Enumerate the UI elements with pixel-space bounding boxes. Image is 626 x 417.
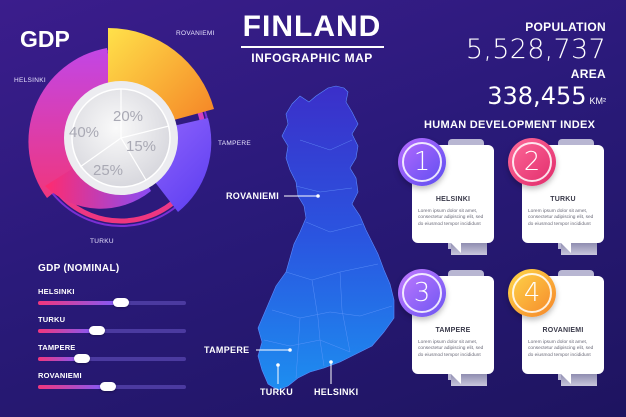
gdp-nominal-title: GDP (NOMINAL) xyxy=(38,263,120,274)
hdi-city: HELSINKI xyxy=(435,196,471,203)
hdi-text: Lorem ipsum dolor sit amet, consectetur … xyxy=(418,340,484,358)
nominal-label: TAMPERE xyxy=(38,343,76,352)
hdi-number: 3 xyxy=(402,273,442,313)
nominal-label: HELSINKI xyxy=(38,287,75,296)
area-unit: KM² xyxy=(589,96,607,106)
hdi-card-3: 3 TAMPERE Lorem ipsum dolor sit amet, co… xyxy=(398,269,494,386)
hdi-card-2: 2 TURKU Lorem ipsum dolor sit amet, cons… xyxy=(508,138,604,255)
nominal-label: TURKU xyxy=(38,315,66,324)
hdi-number: 1 xyxy=(402,142,442,182)
nominal-fill xyxy=(38,357,82,361)
hdi-title: HUMAN DEVELOPMENT INDEX xyxy=(424,119,596,131)
hdi-badge: 1 xyxy=(398,138,446,186)
nominal-row-helsinki: HELSINKI xyxy=(38,287,188,317)
nominal-knob[interactable] xyxy=(113,298,129,307)
area-row: 338,455 KM² xyxy=(487,82,606,110)
nominal-row-turku: TURKU xyxy=(38,315,188,345)
map-label-tampere: TAMPERE xyxy=(204,345,250,355)
hdi-card-1: 1 HELSINKI Lorem ipsum dolor sit amet, c… xyxy=(398,138,494,255)
hdi-badge: 4 xyxy=(508,269,556,317)
hdi-text: Lorem ipsum dolor sit amet, consectetur … xyxy=(528,340,594,358)
area-label: AREA xyxy=(570,67,606,81)
map-label-rovaniemi: ROVANIEMI xyxy=(226,191,280,201)
nominal-track xyxy=(38,354,186,363)
nominal-track xyxy=(38,298,186,307)
title-divider xyxy=(240,46,384,48)
nominal-knob[interactable] xyxy=(100,382,116,391)
hdi-text: Lorem ipsum dolor sit amet, consectetur … xyxy=(418,209,484,227)
nominal-track xyxy=(38,382,186,391)
gdp-label-rovaniemi: ROVANIEMI xyxy=(176,30,215,37)
nominal-fill xyxy=(38,329,97,333)
area-value: 338,455 xyxy=(487,82,587,110)
hdi-city: TAMPERE xyxy=(435,327,471,334)
gdp-title: GDP xyxy=(20,26,70,52)
gdp-pct-1: 20% xyxy=(113,108,143,125)
gdp-label-helsinki: HELSINKI xyxy=(14,77,47,84)
hdi-number: 4 xyxy=(512,273,552,313)
gdp-pct-4: 40% xyxy=(69,124,99,141)
hdi-number: 2 xyxy=(512,142,552,182)
hdi-badge: 3 xyxy=(398,269,446,317)
title-sub: INFOGRAPHIC MAP xyxy=(251,51,373,65)
hdi-text: Lorem ipsum dolor sit amet, consectetur … xyxy=(528,209,594,227)
nominal-row-rovaniemi: ROVANIEMI xyxy=(38,371,188,401)
nominal-fill xyxy=(38,385,108,389)
map-label-turku: TURKU xyxy=(260,387,293,397)
nominal-knob[interactable] xyxy=(89,326,105,335)
nominal-track xyxy=(38,326,186,335)
hdi-badge: 2 xyxy=(508,138,556,186)
hdi-city: TURKU xyxy=(550,196,576,203)
finland-shape xyxy=(257,85,395,391)
page-title: FINLAND INFOGRAPHIC MAP xyxy=(0,10,626,65)
hdi-card-4: 4 ROVANIEMI Lorem ipsum dolor sit amet, … xyxy=(508,269,604,386)
map-label-helsinki: HELSINKI xyxy=(314,387,359,397)
nominal-row-tampere: TAMPERE xyxy=(38,343,188,373)
population-label: POPULATION xyxy=(525,20,606,34)
gdp-pct-2: 15% xyxy=(126,138,156,155)
nominal-knob[interactable] xyxy=(74,354,90,363)
title-main: FINLAND xyxy=(242,10,382,43)
hdi-city: ROVANIEMI xyxy=(542,327,584,334)
gdp-label-tampere: TAMPERE xyxy=(218,140,252,147)
nominal-label: ROVANIEMI xyxy=(38,371,82,380)
population-value: 5,528,737 xyxy=(465,34,606,65)
nominal-fill xyxy=(38,301,121,305)
gdp-pct-3: 25% xyxy=(93,162,123,179)
gdp-label-turku: TURKU xyxy=(90,238,114,245)
